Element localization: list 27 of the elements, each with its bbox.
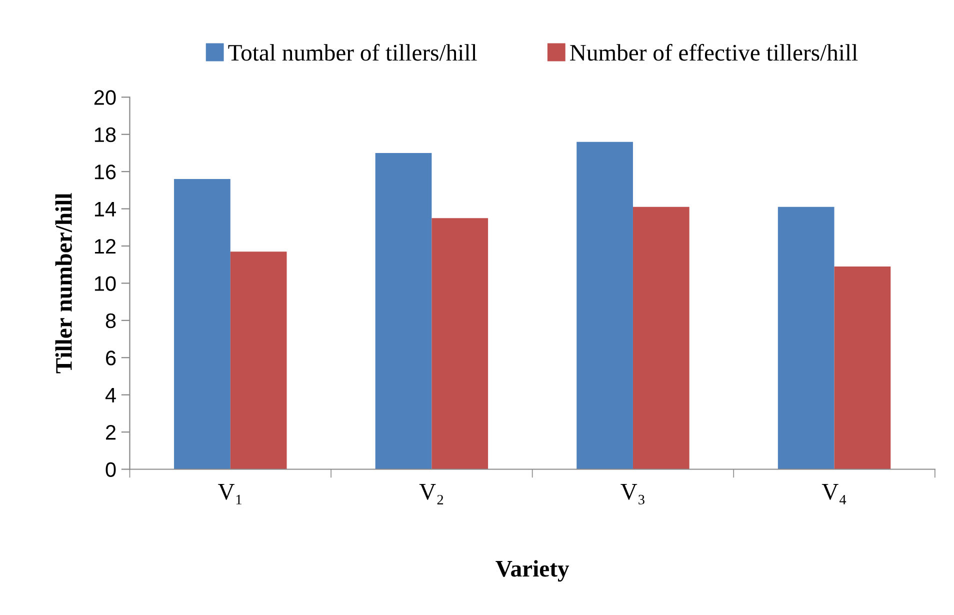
bar bbox=[576, 142, 633, 470]
x-tick-label: V₄ bbox=[822, 484, 846, 504]
y-tick-label: 10 bbox=[94, 276, 116, 291]
y-tick-label: 12 bbox=[94, 239, 116, 254]
bar bbox=[230, 252, 287, 470]
y-tick-label: 4 bbox=[105, 388, 116, 402]
y-tick-label: 0 bbox=[106, 462, 116, 477]
y-tick-label: 6 bbox=[106, 350, 116, 366]
bar bbox=[778, 206, 834, 470]
bar bbox=[632, 206, 690, 470]
bar bbox=[834, 266, 891, 470]
bar bbox=[375, 152, 432, 470]
bar bbox=[432, 218, 488, 470]
y-tick-label: 8 bbox=[106, 313, 116, 328]
x-tick-label: V₃ bbox=[620, 484, 644, 504]
y-tick-label: 18 bbox=[94, 127, 116, 142]
legend-label: Total number of tillers/hill bbox=[228, 44, 477, 61]
y-axis-title: Tiller number/hill bbox=[55, 193, 72, 374]
x-tick-label: V₂ bbox=[419, 484, 444, 504]
legend-label: Number of effective tillers/hill bbox=[570, 44, 858, 61]
y-tick-label: 16 bbox=[94, 164, 116, 180]
y-tick-label: 14 bbox=[94, 202, 116, 216]
y-tick-label: 20 bbox=[94, 90, 116, 105]
x-axis-title: Variety bbox=[496, 560, 570, 582]
bar bbox=[174, 179, 230, 470]
y-tick-label: 2 bbox=[106, 425, 116, 440]
x-tick-label: V₁ bbox=[218, 484, 242, 504]
